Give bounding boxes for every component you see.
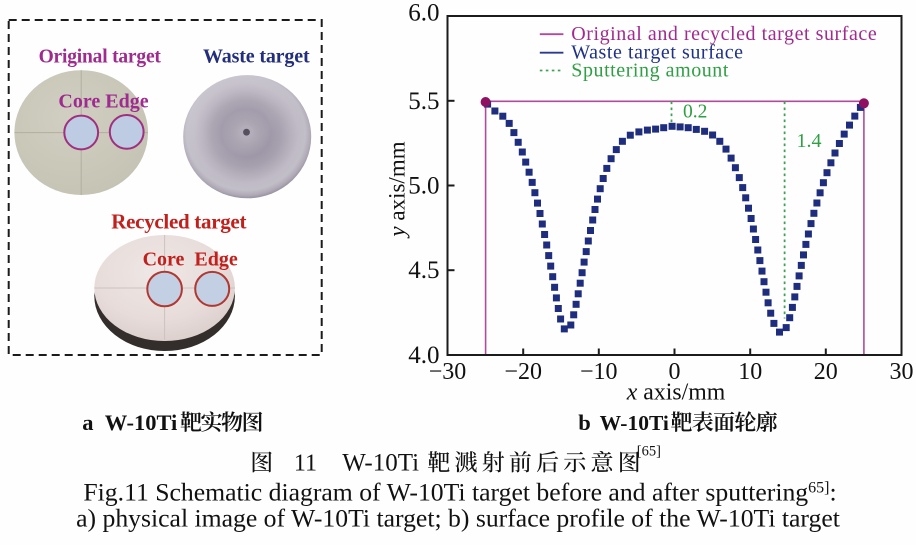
svg-text:y axis/mm: y axis/mm xyxy=(385,141,410,238)
svg-text:11: 11 xyxy=(294,451,317,477)
svg-text:−30: −30 xyxy=(429,359,467,385)
svg-text:−20: −20 xyxy=(504,359,542,385)
svg-text:Original target: Original target xyxy=(39,47,162,68)
svg-text:Core Edge: Core Edge xyxy=(143,249,238,271)
svg-text:5.5: 5.5 xyxy=(408,88,439,115)
svg-text:10: 10 xyxy=(738,359,762,385)
svg-text:0.2: 0.2 xyxy=(683,102,707,123)
svg-text:Fig.11 Schematic diagram of W-: Fig.11 Schematic diagram of W-10Ti targe… xyxy=(83,478,836,507)
svg-text:6.0: 6.0 xyxy=(408,0,439,27)
svg-text:4.5: 4.5 xyxy=(408,257,439,284)
svg-text:[65]: [65] xyxy=(637,444,661,460)
svg-text:30: 30 xyxy=(890,359,914,385)
svg-text:Recycled target: Recycled target xyxy=(111,210,246,234)
svg-text:b: b xyxy=(578,410,591,435)
svg-text:Original and recycled target s: Original and recycled target surface xyxy=(571,23,877,45)
svg-text:Core Edge: Core Edge xyxy=(58,91,148,113)
svg-text:a W-10Ti: a W-10Ti xyxy=(82,410,177,435)
svg-text:20: 20 xyxy=(814,359,838,385)
svg-text:Waste target surface: Waste target surface xyxy=(571,42,743,64)
svg-text:Waste target: Waste target xyxy=(203,46,310,68)
svg-text:x axis/mm: x axis/mm xyxy=(626,380,726,406)
svg-text:1.4: 1.4 xyxy=(797,130,822,152)
svg-text:a) physical image of W-10Ti ta: a) physical image of W-10Ti target; b) s… xyxy=(76,504,840,533)
svg-text:−10: −10 xyxy=(580,359,618,385)
svg-text:4.0: 4.0 xyxy=(408,342,439,369)
svg-text:Sputtering amount: Sputtering amount xyxy=(571,59,729,81)
svg-text:5.0: 5.0 xyxy=(408,173,439,200)
svg-text:W-10Ti: W-10Ti xyxy=(342,450,419,477)
svg-text:W-10Ti: W-10Ti xyxy=(600,411,669,435)
svg-text:0: 0 xyxy=(669,359,681,385)
